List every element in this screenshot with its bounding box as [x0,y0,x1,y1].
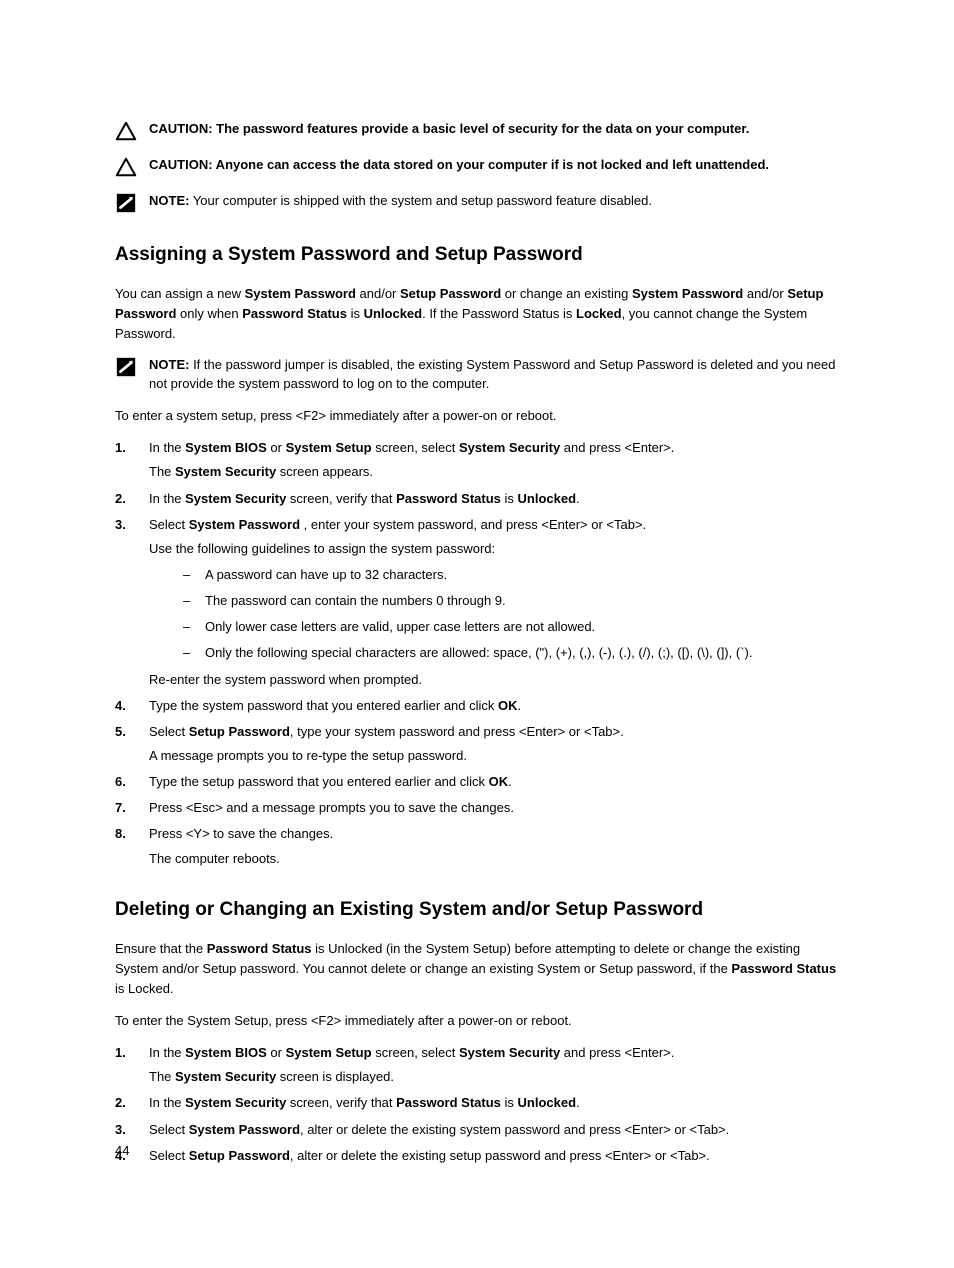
caution-icon [115,156,137,178]
section2-intro: Ensure that the Password Status is Unloc… [115,939,839,999]
note-text-jumper: NOTE: If the password jumper is disabled… [149,356,839,394]
note-prefix: NOTE: [149,357,189,372]
list-item: Type the setup password that you entered… [115,772,839,792]
caution-prefix: CAUTION: [149,157,213,172]
list-item: A password can have up to 32 characters. [183,565,839,585]
list-item: Select System Password , enter your syst… [115,515,839,690]
section-title-delete: Deleting or Changing an Existing System … [115,899,839,921]
list-item-sub: The computer reboots. [149,849,839,869]
caution-text-1: CAUTION: The password features provide a… [149,120,839,139]
list-item: Press <Esc> and a message prompts you to… [115,798,839,818]
caution-callout-1: CAUTION: The password features provide a… [115,120,839,142]
list-item: Press <Y> to save the changes. The compu… [115,824,839,868]
list-item-sub: A message prompts you to re-type the set… [149,746,839,766]
list-item: In the System Security screen, verify th… [115,1093,839,1113]
list-item: Select System Password, alter or delete … [115,1120,839,1140]
list-item: Only lower case letters are valid, upper… [183,617,839,637]
list-item-sub: Use the following guidelines to assign t… [149,539,839,559]
caution-prefix: CAUTION: [149,121,213,136]
list-item-sub: Re-enter the system password when prompt… [149,670,839,690]
caution-callout-2: CAUTION: Anyone can access the data stor… [115,156,839,178]
document-page: CAUTION: The password features provide a… [0,0,954,1268]
list-item: Select Setup Password, alter or delete t… [115,1146,839,1166]
list-item: Select Setup Password, type your system … [115,722,839,766]
note-text-top: NOTE: Your computer is shipped with the … [149,192,839,211]
list-item-sub: The System Security screen is displayed. [149,1067,839,1087]
list-item-sub: The System Security screen appears. [149,462,839,482]
guidelines-list: A password can have up to 32 characters.… [183,565,839,664]
note-callout-top: NOTE: Your computer is shipped with the … [115,192,839,214]
note-icon [115,192,137,214]
list-item: Type the system password that you entere… [115,696,839,716]
list-item: The password can contain the numbers 0 t… [183,591,839,611]
section1-enter-setup: To enter a system setup, press <F2> imme… [115,406,839,426]
note-icon [115,356,137,378]
section1-steps: In the System BIOS or System Setup scree… [115,438,839,868]
note-body: If the password jumper is disabled, the … [149,357,835,391]
section1-intro: You can assign a new System Password and… [115,284,839,344]
note-prefix: NOTE: [149,193,189,208]
section-title-assign: Assigning a System Password and Setup Pa… [115,244,839,266]
list-item: In the System BIOS or System Setup scree… [115,438,839,482]
note-body: Your computer is shipped with the system… [189,193,652,208]
list-item: In the System Security screen, verify th… [115,489,839,509]
list-item: In the System BIOS or System Setup scree… [115,1043,839,1087]
note-callout-jumper: NOTE: If the password jumper is disabled… [115,356,839,394]
caution-icon [115,120,137,142]
caution-body: Anyone can access the data stored on you… [213,157,769,172]
list-item: Only the following special characters ar… [183,643,839,663]
caution-text-2: CAUTION: Anyone can access the data stor… [149,156,839,175]
page-number: 44 [115,1143,129,1158]
caution-body: The password features provide a basic le… [213,121,750,136]
section2-steps: In the System BIOS or System Setup scree… [115,1043,839,1166]
section2-enter-setup: To enter the System Setup, press <F2> im… [115,1011,839,1031]
